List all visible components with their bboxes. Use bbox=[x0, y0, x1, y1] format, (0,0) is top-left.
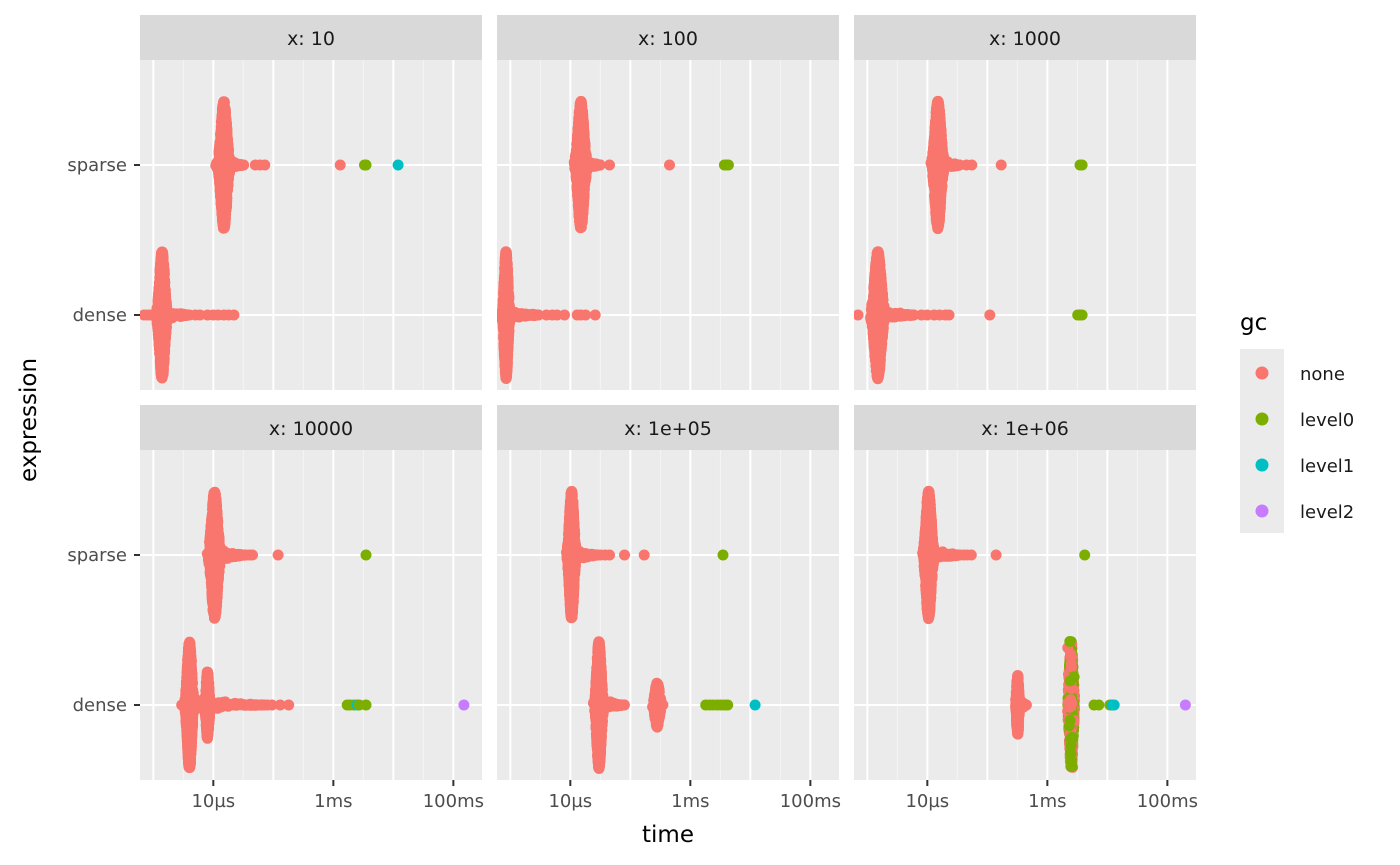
data-point bbox=[722, 159, 734, 171]
data-point bbox=[604, 159, 615, 171]
data-point bbox=[219, 220, 231, 232]
data-point bbox=[217, 132, 229, 144]
data-point bbox=[152, 297, 164, 309]
panel-background bbox=[140, 60, 482, 390]
facet-panel: x: 10 bbox=[140, 15, 482, 390]
facet-strip-label: x: 10 bbox=[287, 28, 335, 50]
panel-background bbox=[497, 60, 839, 390]
data-point bbox=[218, 101, 230, 113]
data-point bbox=[392, 159, 404, 171]
data-point bbox=[577, 208, 589, 220]
data-point bbox=[157, 247, 169, 259]
data-point bbox=[575, 131, 587, 143]
data-point bbox=[576, 120, 588, 132]
data-point bbox=[228, 309, 240, 321]
data-point bbox=[218, 210, 230, 222]
data-point bbox=[576, 111, 588, 123]
data-point bbox=[572, 140, 584, 152]
points bbox=[140, 96, 404, 384]
data-point bbox=[145, 309, 157, 321]
facet-strip bbox=[497, 15, 839, 60]
data-point bbox=[575, 98, 587, 110]
data-point bbox=[156, 361, 167, 373]
data-point bbox=[225, 158, 237, 170]
data-point bbox=[219, 176, 231, 188]
data-point bbox=[217, 191, 229, 203]
data-point bbox=[154, 327, 165, 339]
data-point bbox=[157, 258, 169, 270]
data-point bbox=[170, 309, 182, 320]
data-point bbox=[664, 159, 675, 171]
data-point bbox=[586, 159, 598, 171]
data-point bbox=[575, 157, 587, 169]
data-point bbox=[259, 159, 271, 171]
data-point bbox=[334, 159, 346, 171]
facet-panel: x: 100 bbox=[497, 15, 839, 390]
data-point bbox=[154, 272, 166, 284]
points bbox=[497, 96, 734, 384]
facet-strip-label: x: 100 bbox=[638, 28, 698, 50]
facet-strip bbox=[140, 15, 482, 60]
data-point bbox=[360, 159, 372, 171]
data-point bbox=[577, 181, 589, 193]
data-point bbox=[156, 339, 168, 350]
